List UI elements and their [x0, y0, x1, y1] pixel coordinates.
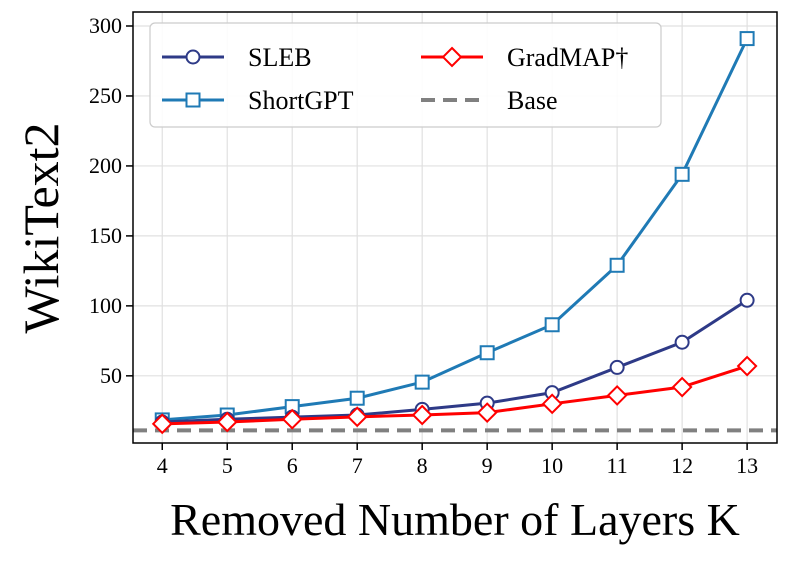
data-point [414, 374, 430, 390]
y-tick-label: 200 [89, 153, 122, 178]
data-point [349, 390, 365, 406]
data-point [346, 406, 368, 428]
y-tick-label: 150 [89, 223, 122, 248]
y-tick-label: 100 [89, 293, 122, 318]
series-lines [133, 31, 777, 435]
data-point [216, 411, 238, 433]
data-point [411, 404, 433, 426]
ticks: 4 5 6 7 8 9 10 11 12 13 50 100 150 200 250 300 [89, 13, 758, 478]
series-line [162, 37, 749, 422]
data-point [736, 355, 758, 377]
x-tick-label: 4 [157, 453, 168, 478]
y-axis-label: WikiText2 [13, 122, 69, 333]
legend-marker [185, 49, 201, 65]
data-point [674, 166, 690, 182]
x-tick-label: 11 [607, 453, 628, 478]
legend-entry: ShortGPT [162, 86, 354, 115]
x-tick-label: 5 [222, 453, 233, 478]
x-axis-label: Removed Number of Layers K [170, 494, 740, 545]
x-tick-label: 6 [287, 453, 298, 478]
data-point [606, 385, 628, 406]
legend-entry: Base [421, 86, 558, 115]
data-point [739, 31, 755, 47]
data-point [609, 359, 625, 375]
legend-label: GradMAP† [507, 43, 628, 72]
plot-frame [132, 11, 778, 444]
series-line [162, 364, 748, 426]
y-tick-label: 250 [89, 83, 122, 108]
x-tick-label: 7 [352, 453, 363, 478]
series-line [162, 299, 748, 424]
legend-box [149, 22, 662, 128]
data-point [479, 345, 495, 361]
x-tick-label: 8 [417, 453, 428, 478]
legend-label: Base [507, 86, 558, 115]
legend-entry: GradMAP† [421, 43, 628, 72]
data-point [739, 292, 755, 308]
data-point [671, 376, 693, 398]
legend: SLEB ShortGPT GradMAP† Base [149, 22, 662, 128]
legend-marker [185, 92, 201, 108]
x-tick-label: 12 [671, 453, 693, 478]
data-point [541, 393, 563, 415]
data-point [476, 402, 498, 424]
data-point [151, 413, 173, 435]
legend-entry: SLEB [162, 43, 312, 72]
legend-label: SLEB [248, 43, 312, 72]
x-tick-label: 10 [541, 453, 563, 478]
legend-marker [441, 46, 463, 68]
data-point [281, 408, 303, 430]
x-tick-label: 13 [736, 453, 758, 478]
data-point [544, 317, 560, 333]
x-tick-label: 9 [482, 453, 493, 478]
data-point [609, 257, 625, 273]
series-gradmap [151, 355, 758, 435]
y-tick-label: 50 [100, 363, 122, 388]
legend-label: ShortGPT [248, 86, 354, 115]
y-tick-label: 300 [89, 13, 122, 38]
data-point [674, 334, 690, 350]
series-sleb [154, 292, 755, 430]
